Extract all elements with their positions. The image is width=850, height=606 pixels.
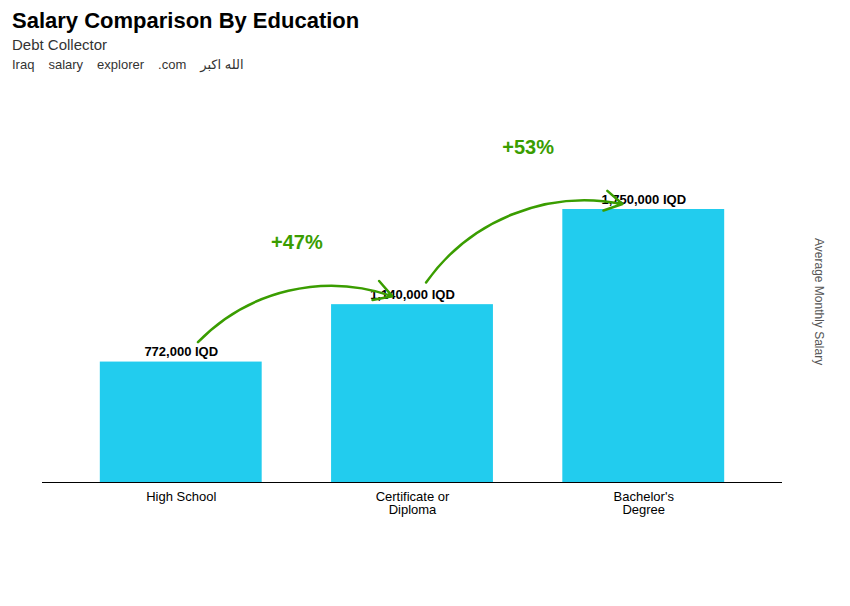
- svg-text:1,750,000 IQD: 1,750,000 IQD: [601, 192, 686, 207]
- svg-text:High School: High School: [146, 489, 216, 504]
- svg-text:+47%: +47%: [271, 231, 323, 253]
- html-text:.com: .com: [158, 57, 187, 72]
- html-text:Average Monthly Salary: Average Monthly Salary: [812, 238, 826, 366]
- svg-text:Certificate orDiploma: Certificate orDiploma: [376, 489, 450, 517]
- svg-text:Bachelor'sDegree: Bachelor'sDegree: [614, 489, 675, 517]
- svg-text:772,000 IQD: 772,000 IQD: [144, 344, 218, 359]
- svg-text:1,140,000 IQD: 1,140,000 IQD: [370, 286, 455, 302]
- html-text:Iraq: Iraq: [12, 57, 35, 72]
- html-text:الله اكبر: الله اكبر: [200, 57, 244, 72]
- html-text:Debt Collector: Debt Collector: [12, 36, 107, 53]
- html-text:Salary Comparison By Education: Salary Comparison By Education: [12, 8, 360, 33]
- html-text:salary: salary: [48, 57, 84, 72]
- html-text:explorer: explorer: [97, 57, 145, 72]
- svg-text:+53%: +53%: [502, 136, 554, 158]
